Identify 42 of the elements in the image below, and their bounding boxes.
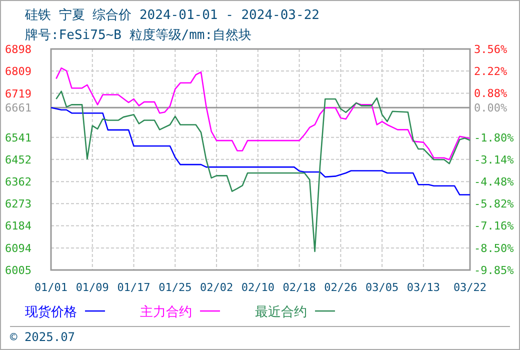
x-tick-label: 01/01 — [34, 281, 68, 294]
legend-label: 主力合约 — [140, 304, 192, 320]
x-tick-label: 02/02 — [200, 281, 234, 294]
y-tick-label: 6661 — [5, 102, 32, 115]
y2-tick-label: -1.80% — [474, 131, 514, 144]
line-series — [56, 67, 471, 160]
y-tick-label: 6809 — [5, 65, 32, 78]
y-tick-label: 6541 — [5, 131, 32, 144]
y2-tick-label: 0.00% — [474, 102, 508, 115]
x-tick-label: 03/13 — [406, 281, 440, 294]
legend-label: 最近合约 — [255, 305, 307, 320]
y2-tick-label: -9.85% — [474, 264, 514, 277]
y2-tick-label: -3.14% — [474, 153, 514, 166]
x-tick-label: 03/22 — [453, 281, 487, 294]
y-tick-label: 6719 — [5, 87, 32, 100]
y2-tick-label: -8.50% — [474, 242, 514, 255]
y-tick-label: 6273 — [5, 198, 32, 211]
y-tick-label: 6898 — [5, 43, 32, 56]
x-tick-label: 02/10 — [241, 281, 274, 294]
y2-tick-label: 0.88% — [474, 87, 508, 100]
chart-title: 硅铁 宁夏 综合价 2024-01-01 - 2024-03-22 — [24, 7, 320, 23]
x-tick-label: 01/17 — [117, 281, 150, 294]
y-tick-label: 6005 — [5, 264, 32, 277]
x-tick-label: 01/25 — [158, 281, 192, 294]
y-tick-label: 6362 — [5, 176, 32, 189]
x-tick-label: 02/18 — [282, 281, 316, 294]
y-tick-label: 6452 — [5, 153, 32, 166]
y2-tick-label: 2.22% — [474, 65, 508, 78]
y2-tick-label: -4.48% — [474, 176, 514, 188]
x-tick-label: 01/09 — [76, 281, 109, 294]
y-tick-label: 6094 — [5, 242, 32, 255]
y2-tick-label: 3.56% — [474, 43, 508, 56]
x-tick-label: 03/05 — [366, 281, 399, 294]
x-tick-label: 02/26 — [324, 281, 358, 294]
legend-label: 现货价格 — [25, 305, 77, 320]
line-series — [56, 90, 471, 252]
y-tick-label: 6184 — [5, 220, 32, 233]
y2-tick-label: -5.82% — [474, 198, 514, 211]
line-series — [50, 107, 471, 196]
y2-tick-label: -7.16% — [474, 220, 514, 233]
chart-subtitle: 牌号:FeSi75~B 粒度等级/mm:自然块 — [25, 27, 252, 43]
text: © 2025.07 — [10, 330, 76, 344]
